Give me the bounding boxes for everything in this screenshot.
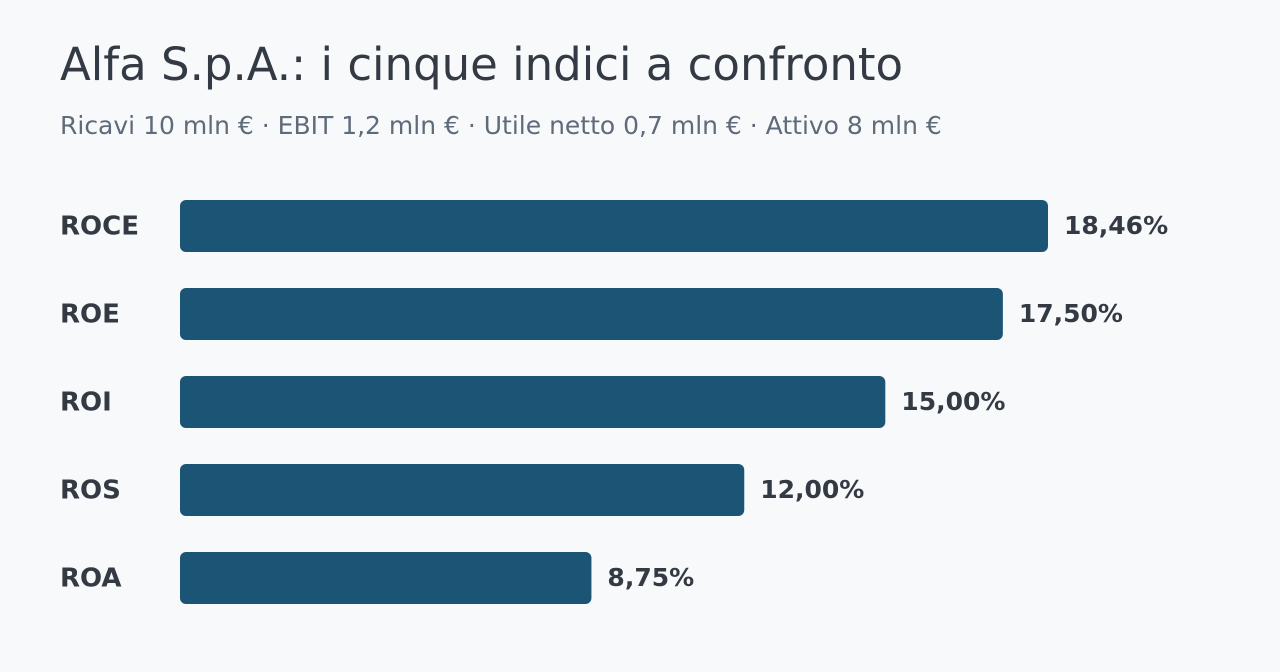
- category-label: ROCE: [60, 212, 139, 242]
- bar: [180, 200, 1048, 252]
- bar: [180, 464, 745, 516]
- value-label: 18,46%: [1064, 211, 1168, 240]
- value-label: 15,00%: [901, 387, 1005, 416]
- value-label: 17,50%: [1019, 299, 1123, 328]
- bar: [180, 288, 1003, 340]
- bar: [180, 376, 886, 428]
- bar: [180, 552, 592, 604]
- value-label: 12,00%: [760, 475, 864, 504]
- category-label: ROE: [60, 300, 120, 330]
- chart-title: Alfa S.p.A.: i cinque indici a confronto: [60, 38, 903, 91]
- value-label: 8,75%: [607, 563, 694, 592]
- chart-subtitle: Ricavi 10 mln € · EBIT 1,2 mln € · Utile…: [60, 111, 942, 140]
- category-label: ROA: [60, 564, 122, 594]
- category-label: ROS: [60, 476, 121, 506]
- category-label: ROI: [60, 388, 112, 418]
